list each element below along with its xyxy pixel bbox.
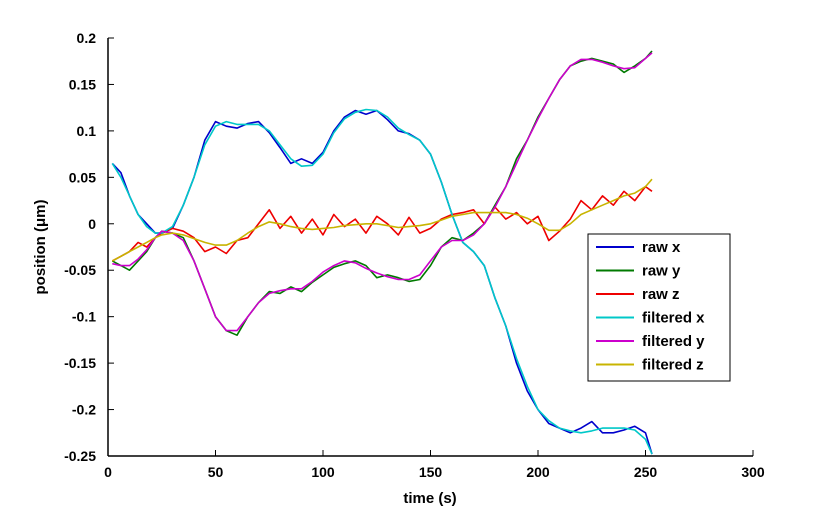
x-tick-label: 50 [208,464,224,480]
x-tick-label: 200 [526,464,550,480]
y-tick-label: -0.15 [64,355,96,371]
y-tick-label: 0.2 [77,30,97,46]
y-tick-label: -0.25 [64,448,96,464]
series-line-raw-x [111,109,653,455]
series-line-filtered-x [111,108,653,455]
x-tick-label: 300 [741,464,765,480]
series-line-filtered-y [112,52,653,332]
series-line-filtered-z [111,178,653,262]
x-tick-label: 150 [419,464,443,480]
y-axis-label: position (μm) [32,200,49,295]
y-tick-label: -0.05 [64,262,96,278]
y-tick-label: -0.1 [72,309,96,325]
x-tick-label: 0 [104,464,112,480]
legend-label: filtered z [642,357,704,374]
series-line-raw-y [111,50,653,337]
legend: raw x raw y raw z filtered x filtered y filte… [587,233,731,382]
legend-label: filtered y [642,333,705,350]
x-tick-label: 250 [634,464,658,480]
y-tick-label: 0.1 [77,123,97,139]
x-axis-label: time (s) [403,490,456,507]
y-tick-label: -0.2 [72,402,96,418]
plot-area [111,50,653,455]
y-tick-label: 0 [88,216,96,232]
x-tick-label: 100 [311,464,335,480]
series-line-raw-z [111,185,653,262]
legend-label: raw x [642,239,681,256]
axes: 0 50 100 150 200 250 300 0.2 0.15 0.1 0.05 0 -0.05 -0… [64,30,765,480]
y-tick-label: 0.15 [69,76,96,92]
legend-label: raw z [642,286,680,303]
legend-label: filtered x [642,310,705,327]
y-tick-label: 0.05 [69,169,96,185]
legend-box [587,233,731,382]
legend-label: raw y [642,263,681,280]
